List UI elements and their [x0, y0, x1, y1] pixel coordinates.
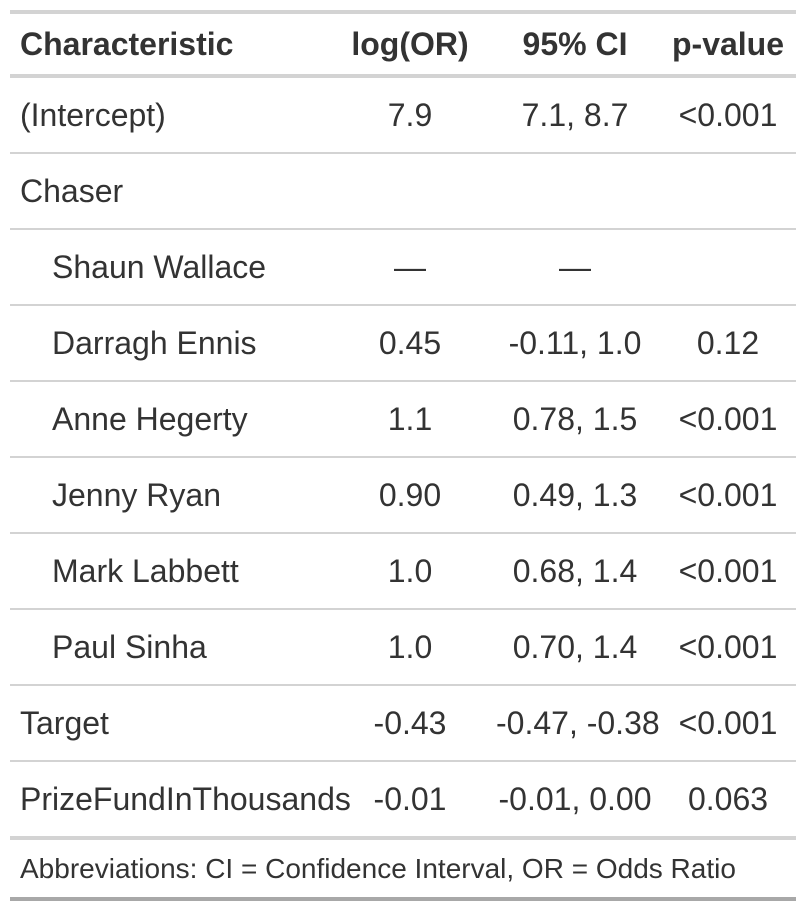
table-row: PrizeFundInThousands -0.01 -0.01, 0.00 0… — [10, 761, 796, 840]
col-header-ci: 95% CI — [490, 12, 660, 78]
ci-cell: 7.1, 8.7 — [490, 76, 660, 154]
log-or-cell: 1.0 — [330, 533, 490, 610]
p-value-cell: <0.001 — [660, 457, 796, 534]
table-row: (Intercept) 7.9 7.1, 8.7 <0.001 — [10, 76, 796, 154]
ci-cell: 0.49, 1.3 — [490, 457, 660, 534]
table-row: Darragh Ennis 0.45 -0.11, 1.0 0.12 — [10, 305, 796, 382]
row-label-cell: Jenny Ryan — [10, 457, 330, 534]
ci-cell: -0.47, -0.38 — [490, 685, 660, 762]
p-value-cell: <0.001 — [660, 381, 796, 458]
row-label-cell: Anne Hegerty — [10, 381, 330, 458]
row-label-cell: Target — [10, 685, 330, 762]
p-value-cell: <0.001 — [660, 533, 796, 610]
regression-summary-table: Characteristic log(OR) 95% CI p-value (I… — [10, 10, 796, 901]
row-label-cell: Darragh Ennis — [10, 305, 330, 382]
row-label-cell: Paul Sinha — [10, 609, 330, 686]
footnote-row: Abbreviations: CI = Confidence Interval,… — [10, 838, 796, 901]
log-or-cell — [330, 153, 490, 230]
p-value-cell — [660, 229, 796, 306]
table-row: Target -0.43 -0.47, -0.38 <0.001 — [10, 685, 796, 762]
log-or-cell: 0.90 — [330, 457, 490, 534]
p-value-cell: <0.001 — [660, 609, 796, 686]
table-row: Chaser — [10, 153, 796, 230]
header-row: Characteristic log(OR) 95% CI p-value — [10, 12, 796, 78]
log-or-cell: 0.45 — [330, 305, 490, 382]
table-row: Anne Hegerty 1.1 0.78, 1.5 <0.001 — [10, 381, 796, 458]
table-footer: Abbreviations: CI = Confidence Interval,… — [10, 838, 796, 901]
ci-cell: 0.70, 1.4 — [490, 609, 660, 686]
log-or-cell: 7.9 — [330, 76, 490, 154]
ci-cell: -0.01, 0.00 — [490, 761, 660, 840]
p-value-cell: 0.063 — [660, 761, 796, 840]
log-or-cell: 1.1 — [330, 381, 490, 458]
p-value-cell: <0.001 — [660, 685, 796, 762]
table-row: Shaun Wallace — — — [10, 229, 796, 306]
row-label-cell: Mark Labbett — [10, 533, 330, 610]
row-label-cell: PrizeFundInThousands — [10, 761, 351, 840]
row-label-cell: Shaun Wallace — [10, 229, 330, 306]
ci-cell: — — [490, 229, 660, 306]
footnote: Abbreviations: CI = Confidence Interval,… — [10, 838, 796, 901]
table-body: (Intercept) 7.9 7.1, 8.7 <0.001 Chaser S… — [10, 76, 796, 840]
p-value-cell: <0.001 — [660, 76, 796, 154]
col-header-p-value: p-value — [660, 12, 796, 78]
table-row: Paul Sinha 1.0 0.70, 1.4 <0.001 — [10, 609, 796, 686]
table-row: Mark Labbett 1.0 0.68, 1.4 <0.001 — [10, 533, 796, 610]
p-value-cell: 0.12 — [660, 305, 796, 382]
log-or-cell: -0.43 — [330, 685, 490, 762]
gt-table: Characteristic log(OR) 95% CI p-value (I… — [10, 10, 796, 901]
log-or-cell: -0.01 — [330, 761, 490, 840]
ci-cell — [490, 153, 660, 230]
log-or-cell: — — [330, 229, 490, 306]
table-row: Jenny Ryan 0.90 0.49, 1.3 <0.001 — [10, 457, 796, 534]
col-header-log-or: log(OR) — [330, 12, 490, 78]
log-or-cell: 1.0 — [330, 609, 490, 686]
row-label-cell: Chaser — [10, 153, 330, 230]
row-label-cell: (Intercept) — [10, 76, 330, 154]
p-value-cell — [660, 153, 796, 230]
ci-cell: 0.68, 1.4 — [490, 533, 660, 610]
table-header: Characteristic log(OR) 95% CI p-value — [10, 12, 796, 78]
col-header-characteristic: Characteristic — [10, 12, 330, 78]
ci-cell: -0.11, 1.0 — [490, 305, 660, 382]
ci-cell: 0.78, 1.5 — [490, 381, 660, 458]
